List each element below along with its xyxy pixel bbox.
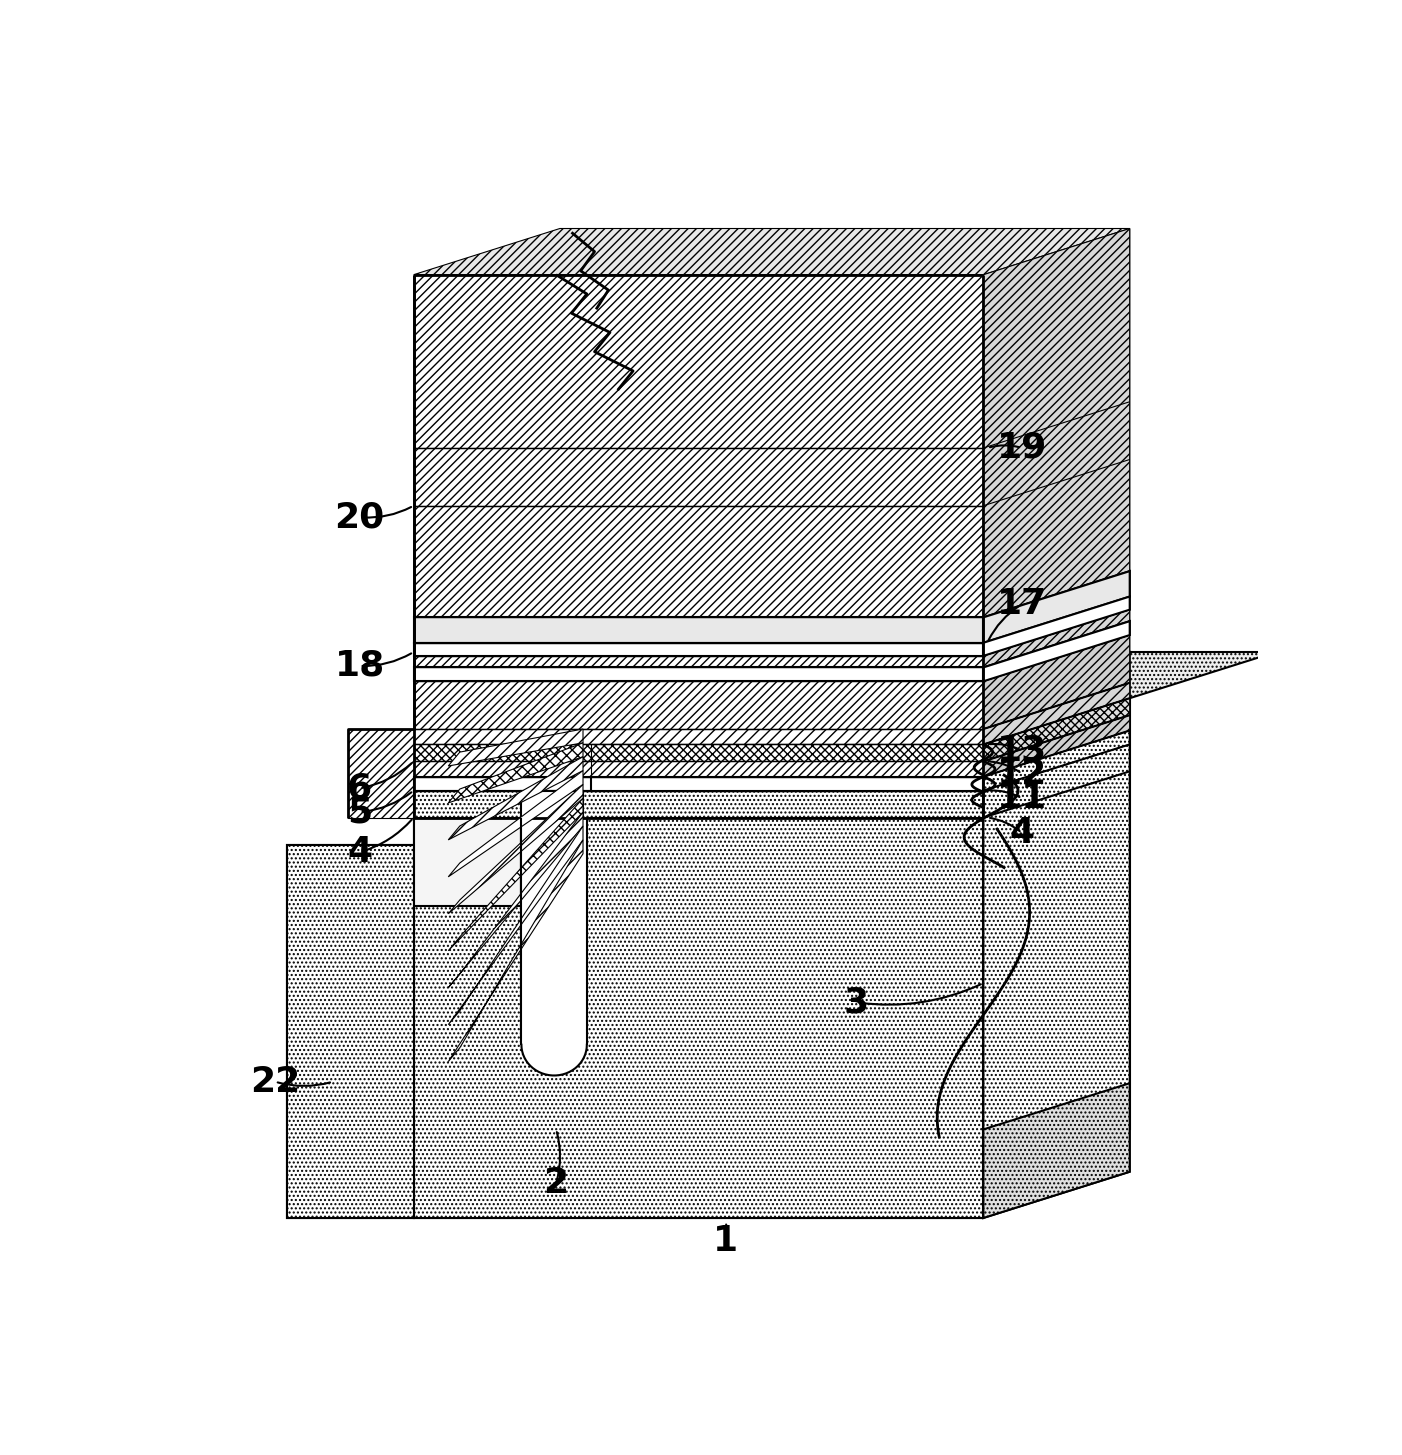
Polygon shape [414, 228, 1130, 275]
Polygon shape [414, 275, 983, 448]
Polygon shape [414, 506, 983, 617]
Polygon shape [983, 621, 1130, 681]
Polygon shape [449, 840, 583, 1062]
Polygon shape [983, 597, 1130, 656]
Text: 2: 2 [544, 1167, 569, 1200]
Polygon shape [414, 761, 983, 777]
Polygon shape [414, 668, 983, 681]
Text: 22: 22 [250, 1065, 300, 1099]
Polygon shape [983, 682, 1130, 745]
Polygon shape [983, 799, 1130, 1218]
Text: 3: 3 [844, 985, 869, 1020]
Polygon shape [983, 597, 1130, 656]
Polygon shape [983, 652, 1130, 1129]
Polygon shape [983, 572, 1130, 643]
Polygon shape [983, 572, 1130, 643]
Polygon shape [983, 610, 1130, 668]
Polygon shape [983, 698, 1130, 761]
Text: 13: 13 [997, 733, 1047, 768]
Text: 5: 5 [348, 796, 373, 829]
Polygon shape [414, 818, 522, 906]
Polygon shape [286, 844, 414, 1218]
Polygon shape [449, 757, 583, 840]
Polygon shape [449, 771, 583, 877]
Polygon shape [414, 656, 983, 668]
Text: 6: 6 [348, 771, 373, 805]
Text: 11: 11 [997, 781, 1047, 815]
Polygon shape [983, 771, 1130, 1218]
Text: 17: 17 [997, 588, 1047, 621]
Polygon shape [414, 617, 983, 643]
Polygon shape [414, 818, 983, 1218]
Polygon shape [414, 745, 983, 761]
Polygon shape [348, 275, 414, 818]
Polygon shape [414, 777, 983, 790]
Polygon shape [983, 716, 1130, 777]
Polygon shape [414, 681, 983, 729]
Polygon shape [983, 698, 1130, 1129]
Polygon shape [449, 812, 583, 988]
Polygon shape [449, 729, 583, 765]
Polygon shape [414, 448, 983, 506]
Polygon shape [522, 790, 583, 1037]
Text: 4: 4 [1009, 816, 1035, 850]
Text: 4: 4 [348, 835, 373, 869]
Text: 20: 20 [335, 501, 384, 534]
Polygon shape [983, 652, 1276, 698]
Polygon shape [590, 745, 983, 761]
Polygon shape [522, 818, 587, 1075]
Polygon shape [414, 844, 983, 1218]
Polygon shape [414, 790, 983, 818]
Polygon shape [590, 777, 983, 790]
Polygon shape [414, 729, 983, 745]
Text: 12: 12 [997, 757, 1047, 790]
Polygon shape [983, 228, 1130, 818]
Polygon shape [414, 643, 983, 656]
Text: 19: 19 [997, 431, 1047, 466]
Polygon shape [449, 784, 583, 914]
Polygon shape [449, 799, 583, 950]
Text: 18: 18 [335, 649, 384, 682]
Polygon shape [983, 621, 1130, 681]
Text: 1: 1 [712, 1224, 737, 1259]
Polygon shape [286, 844, 414, 1218]
Polygon shape [983, 228, 1130, 617]
Polygon shape [983, 634, 1130, 729]
Polygon shape [449, 826, 583, 1024]
Polygon shape [449, 744, 583, 803]
Polygon shape [590, 761, 983, 777]
Polygon shape [414, 771, 1130, 818]
